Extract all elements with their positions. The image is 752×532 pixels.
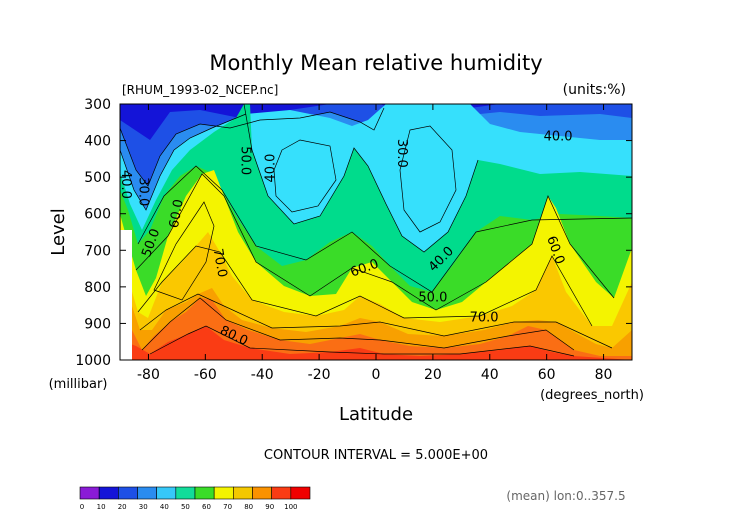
colorbar-swatch xyxy=(175,486,196,500)
footnote: (mean) lon:0..357.5 xyxy=(506,489,625,503)
y-tick-label: 500 xyxy=(84,170,111,186)
colorbar-tick-label: 40 xyxy=(160,503,169,511)
colorbar-swatch xyxy=(213,486,234,500)
contour-line-70 xyxy=(139,293,613,349)
colorbar-swatch xyxy=(156,486,177,500)
colorbar-tick-label: 20 xyxy=(118,503,127,511)
units-label: (units:%) xyxy=(563,82,626,98)
source-label: [RHUM_1993-02_NCEP.nc] xyxy=(122,83,278,97)
contour-value-label: 40.0 xyxy=(263,154,278,183)
contour-value-label: 30.0 xyxy=(135,177,150,206)
x-tick-label: -20 xyxy=(308,367,331,383)
contour-value-label: 50.0 xyxy=(238,146,253,175)
y-tick-label: 900 xyxy=(84,316,111,332)
x-tick-label: 40 xyxy=(481,367,499,383)
fill-band-gt90 xyxy=(120,326,632,360)
chart-title: Monthly Mean relative humidity xyxy=(209,51,542,75)
contour-line-30 xyxy=(120,107,385,187)
colorbar-tick-label: 80 xyxy=(244,503,253,511)
y-tick-label: 800 xyxy=(84,280,111,296)
colorbar-tick-label: 70 xyxy=(223,503,232,511)
colorbar-swatch xyxy=(194,486,215,500)
colorbar-tick-label: 30 xyxy=(139,503,148,511)
x-axis: -80 -60 -40 -20 0 20 40 60 80 xyxy=(137,104,612,383)
x-tick-label: -60 xyxy=(194,367,217,383)
missing-data-strip xyxy=(120,230,132,360)
contour-value-label: 70.0 xyxy=(470,310,499,325)
y-tick-label: 600 xyxy=(84,207,111,223)
colorbar-swatch xyxy=(79,486,100,500)
y-tick-label: 1000 xyxy=(75,353,111,369)
contour-value-label: 40.0 xyxy=(544,129,573,144)
colorbar-tick-label: 0 xyxy=(80,503,84,511)
y-tick-label: 400 xyxy=(84,134,111,150)
contour-value-label: 60.0 xyxy=(167,198,187,229)
contour-line-layer xyxy=(120,104,632,357)
contour-interval-text: CONTOUR INTERVAL = 5.000E+00 xyxy=(264,448,488,463)
y-axis: 300 400 500 600 700 800 900 1000 xyxy=(75,97,632,369)
contour-line-60 xyxy=(135,173,615,311)
colorbar-swatch xyxy=(233,486,253,500)
contour-line-inner-b xyxy=(399,125,457,233)
colorbar: 0 10 20 30 40 50 60 70 80 90 100 xyxy=(79,486,311,511)
x-tick-label: 20 xyxy=(424,367,442,383)
contour-line-80 xyxy=(141,297,575,351)
colorbar-tick-label: 90 xyxy=(265,503,274,511)
colorbar-tick-label: 10 xyxy=(97,503,106,511)
contour-line-55 xyxy=(137,165,632,293)
colorbar-swatch xyxy=(252,486,272,500)
contour-line-40 xyxy=(120,113,247,211)
y-tick-label: 300 xyxy=(84,97,111,113)
contour-line-inner-c xyxy=(153,201,215,301)
colorbar-swatch xyxy=(290,486,311,500)
x-tick-label: -80 xyxy=(137,367,160,383)
contour-value-label: 50.0 xyxy=(418,290,447,305)
colorbar-swatch xyxy=(271,486,292,500)
contour-value-label: 70.0 xyxy=(210,248,230,279)
contour-line-50 xyxy=(243,104,479,253)
y-tick-label: 700 xyxy=(84,243,111,259)
colorbar-tick-label: 60 xyxy=(202,503,211,511)
y-axis-units: (millibar) xyxy=(49,377,108,392)
x-axis-label: Latitude xyxy=(339,404,413,425)
colorbar-tick-label: 100 xyxy=(284,503,297,511)
contour-line-65 xyxy=(137,245,593,327)
colorbar-tick-label: 50 xyxy=(181,503,190,511)
fill-band-lt90 xyxy=(120,296,632,360)
x-tick-label: 80 xyxy=(595,367,613,383)
x-tick-label: -40 xyxy=(251,367,274,383)
colorbar-swatch xyxy=(98,486,119,500)
x-tick-label: 60 xyxy=(538,367,556,383)
contour-value-label: 30.0 xyxy=(394,139,409,168)
colorbar-swatch xyxy=(118,486,138,500)
colorbar-swatch xyxy=(137,486,157,500)
contour-fill-layer xyxy=(120,104,632,360)
contour-line-90 xyxy=(149,325,575,357)
x-axis-units: (degrees_north) xyxy=(540,388,644,403)
y-axis-label: Level xyxy=(48,208,69,256)
contour-line-inner-a xyxy=(273,139,337,213)
x-tick-label: 0 xyxy=(372,367,381,383)
